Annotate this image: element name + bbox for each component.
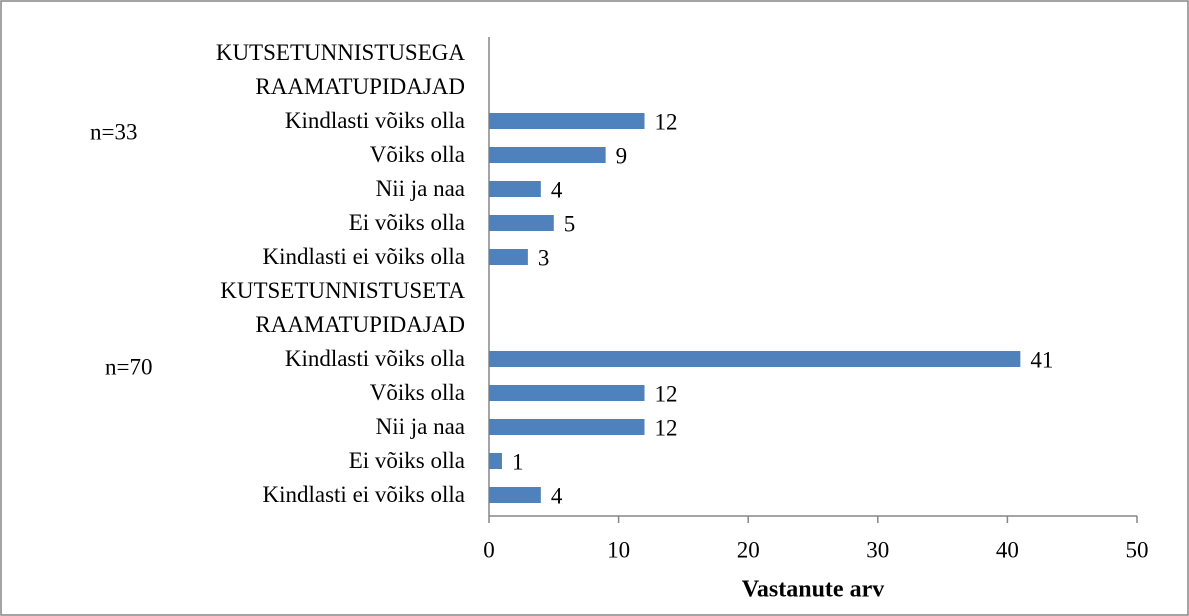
value-label: 1	[512, 449, 523, 474]
x-tick-label: 40	[996, 537, 1019, 562]
x-tick-label: 30	[866, 537, 889, 562]
category-label: Kindlasti võiks olla	[284, 108, 465, 133]
x-axis-title: Vastanute arv	[742, 577, 884, 603]
bar	[489, 215, 554, 231]
category-label: Nii ja naa	[375, 414, 465, 439]
value-label: 41	[1030, 347, 1053, 372]
value-label: 3	[538, 245, 550, 270]
x-tick-label: 0	[483, 537, 495, 562]
category-label: Kindlasti ei võiks olla	[262, 244, 465, 269]
value-label: 4	[551, 177, 563, 202]
bar	[489, 147, 606, 163]
bar	[489, 113, 645, 129]
value-label: 12	[655, 381, 678, 406]
value-label: 5	[564, 211, 576, 236]
x-tick-label: 50	[1126, 537, 1149, 562]
x-tick-label: 10	[607, 537, 630, 562]
bar	[489, 181, 541, 197]
value-label: 4	[551, 483, 563, 508]
value-label: 12	[655, 415, 678, 440]
x-tick-label: 20	[737, 537, 760, 562]
category-label: Võiks olla	[369, 380, 465, 405]
bar	[489, 385, 645, 401]
category-label: Kindlasti võiks olla	[284, 346, 465, 371]
value-label: 9	[616, 143, 628, 168]
category-label: Ei võiks olla	[348, 210, 465, 235]
bar	[489, 453, 502, 469]
category-label: Kindlasti ei võiks olla	[262, 482, 465, 507]
annotation: n=33	[90, 119, 137, 144]
group-label: KUTSETUNNISTUSEGA RAAMATUPIDAJAD	[215, 40, 465, 99]
category-label: Nii ja naa	[375, 176, 465, 201]
category-label: Võiks olla	[369, 142, 465, 167]
value-label: 12	[655, 109, 678, 134]
bar	[489, 487, 541, 503]
group-label: KUTSETUNNISTUSETA RAAMATUPIDAJAD	[220, 278, 465, 337]
category-label: Ei võiks olla	[348, 448, 465, 473]
bar	[489, 249, 528, 265]
bar	[489, 351, 1021, 367]
annotation: n=70	[105, 354, 152, 379]
bar	[489, 419, 645, 435]
